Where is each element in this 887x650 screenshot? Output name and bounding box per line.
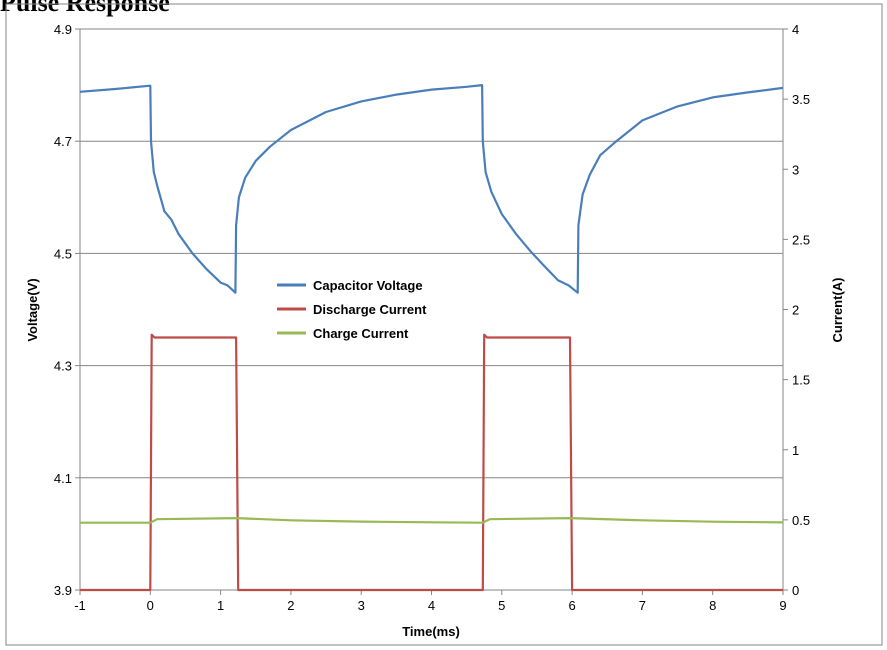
y-left-tick-label: 4.1	[54, 471, 72, 486]
x-tick-label: 0	[147, 598, 154, 613]
y-right-tick-label: 4	[792, 22, 799, 37]
y-axis-right-title: Current(A)	[830, 278, 845, 343]
y-left-tick-label: 4.7	[54, 134, 72, 149]
y-right-tick-label: 2.5	[792, 232, 810, 247]
x-axis-title: Time(ms)	[402, 624, 460, 639]
legend-label-discharge-current: Discharge Current	[313, 302, 427, 317]
y-right-tick-label: 0	[792, 583, 799, 598]
legend-label-capacitor-voltage: Capacitor Voltage	[313, 278, 423, 293]
x-tick-label: 9	[779, 598, 786, 613]
chart-frame	[5, 3, 883, 646]
tick-labels: 3.9 4.1 4.3 4.5 4.7 4.9 0 0.5 1 1.5 2 2.5 3 3.5 4 -1 0 1 2…	[54, 22, 810, 613]
y-right-tick-label: 3	[792, 162, 799, 177]
x-tick-label: 1	[217, 598, 224, 613]
series-line-capacitor-voltage	[79, 84, 784, 294]
x-tick-label: 7	[639, 598, 646, 613]
legend: Capacitor Voltage Discharge Current Char…	[277, 278, 427, 341]
legend-label-charge-current: Charge Current	[313, 326, 409, 341]
x-tick-label: 2	[287, 598, 294, 613]
y-right-tick-label: 1	[792, 443, 799, 458]
x-tick-label: 6	[568, 598, 575, 613]
y-left-tick-label: 4.3	[54, 359, 72, 374]
series-line-discharge-current	[80, 333, 783, 592]
y-right-tick-label: 1.5	[792, 373, 810, 388]
y-right-tick-label: 3.5	[792, 92, 810, 107]
plot-area	[79, 28, 784, 591]
series-lines	[79, 84, 784, 592]
y-axis-left-title: Voltage(V)	[25, 278, 40, 341]
y-right-tick-label: 2	[792, 303, 799, 318]
x-tick-label: 5	[498, 598, 505, 613]
y-left-tick-label: 4.9	[54, 22, 72, 37]
x-tick-label: 4	[428, 598, 435, 613]
series-line-charge-current	[80, 517, 784, 524]
x-tick-label: 3	[358, 598, 365, 613]
y-right-tick-label: 0.5	[792, 513, 810, 528]
y-left-tick-label: 4.5	[54, 246, 72, 261]
x-tick-label: 8	[709, 598, 716, 613]
gridlines	[75, 28, 788, 595]
x-tick-label: -1	[74, 598, 86, 613]
y-left-tick-label: 3.9	[54, 583, 72, 598]
